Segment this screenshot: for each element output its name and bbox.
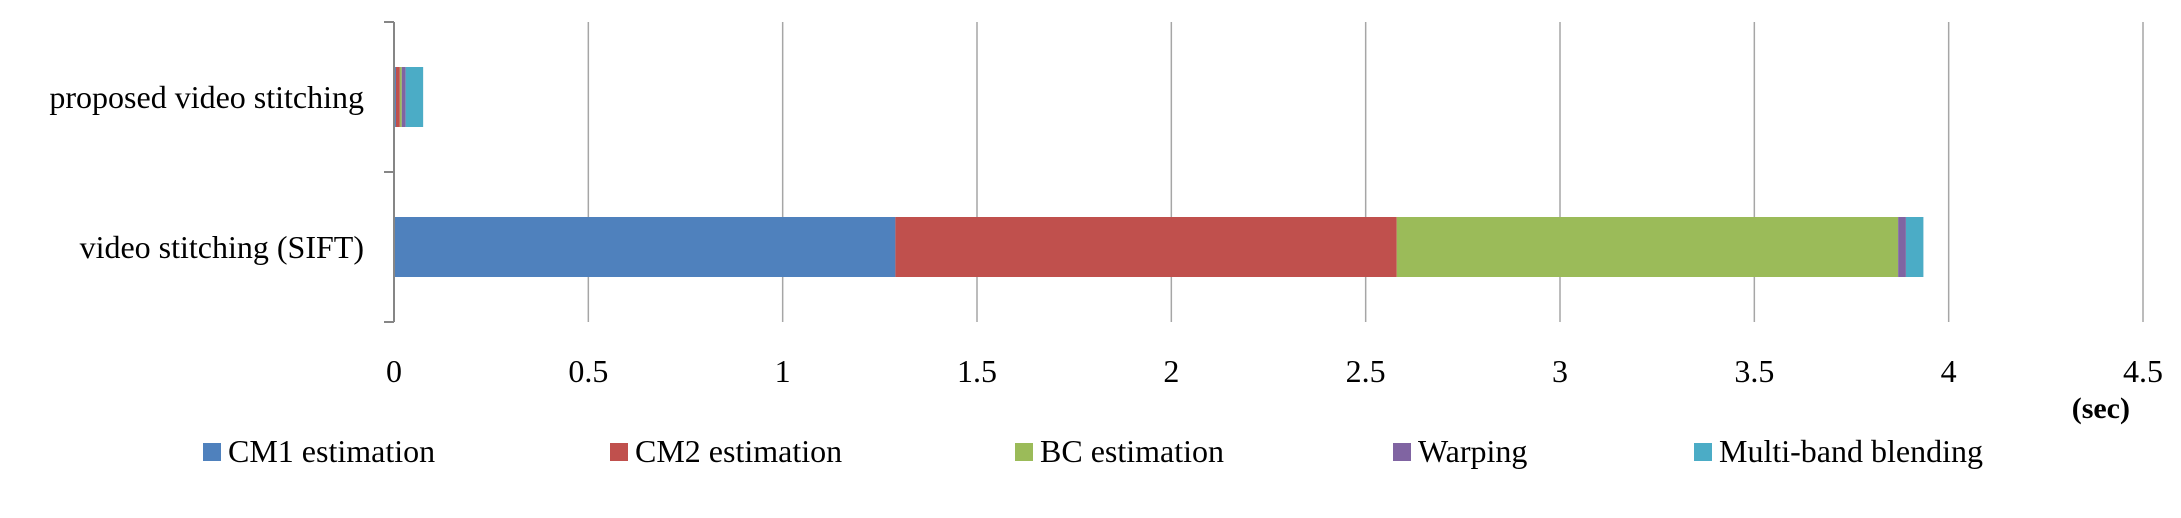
- category-labels: proposed video stitching video stitching …: [49, 79, 364, 265]
- x-tick-labels: 0 0.5 1 1.5 2 2.5 3 3.5 4 4.5: [386, 353, 2163, 389]
- x-tick-label: 3.5: [1734, 353, 1774, 389]
- bar-segment: [405, 67, 424, 127]
- bar-segment: [1396, 217, 1899, 277]
- x-tick-label: 0.5: [568, 353, 608, 389]
- x-tick-label: 4: [1941, 353, 1957, 389]
- legend-label: Warping: [1418, 433, 1527, 469]
- bar-segment: [1898, 217, 1906, 277]
- legend-swatch: [1015, 443, 1033, 461]
- x-tick-label: 0: [386, 353, 402, 389]
- x-tick-label: 3: [1552, 353, 1568, 389]
- bar-segment: [394, 217, 896, 277]
- gridlines: [587, 22, 2144, 322]
- legend-swatch: [1694, 443, 1712, 461]
- bar-segment: [401, 67, 406, 127]
- x-axis-unit-label: (sec): [2072, 392, 2130, 425]
- legend: CM1 estimation CM2 estimation BC estimatio…: [203, 433, 1983, 469]
- legend-label: Multi-band blending: [1719, 433, 1983, 469]
- x-tick-label: 1.5: [957, 353, 997, 389]
- legend-label: CM1 estimation: [228, 433, 435, 469]
- category-label: proposed video stitching: [49, 79, 364, 115]
- bar-segment: [895, 217, 1397, 277]
- legend-swatch: [610, 443, 628, 461]
- legend-swatch: [203, 443, 221, 461]
- bar-segment: [1905, 217, 1924, 277]
- x-tick-label: 2.5: [1346, 353, 1386, 389]
- legend-label: BC estimation: [1040, 433, 1224, 469]
- bar-segment: [395, 67, 400, 127]
- legend-swatch: [1393, 443, 1411, 461]
- axes: [384, 21, 395, 323]
- bar-segment: [399, 67, 402, 127]
- bars: [394, 67, 1924, 277]
- category-label: video stitching (SIFT): [80, 229, 364, 265]
- x-tick-label: 2: [1163, 353, 1179, 389]
- legend-label: CM2 estimation: [635, 433, 842, 469]
- x-tick-label: 1: [775, 353, 791, 389]
- x-tick-label: 4.5: [2123, 353, 2163, 389]
